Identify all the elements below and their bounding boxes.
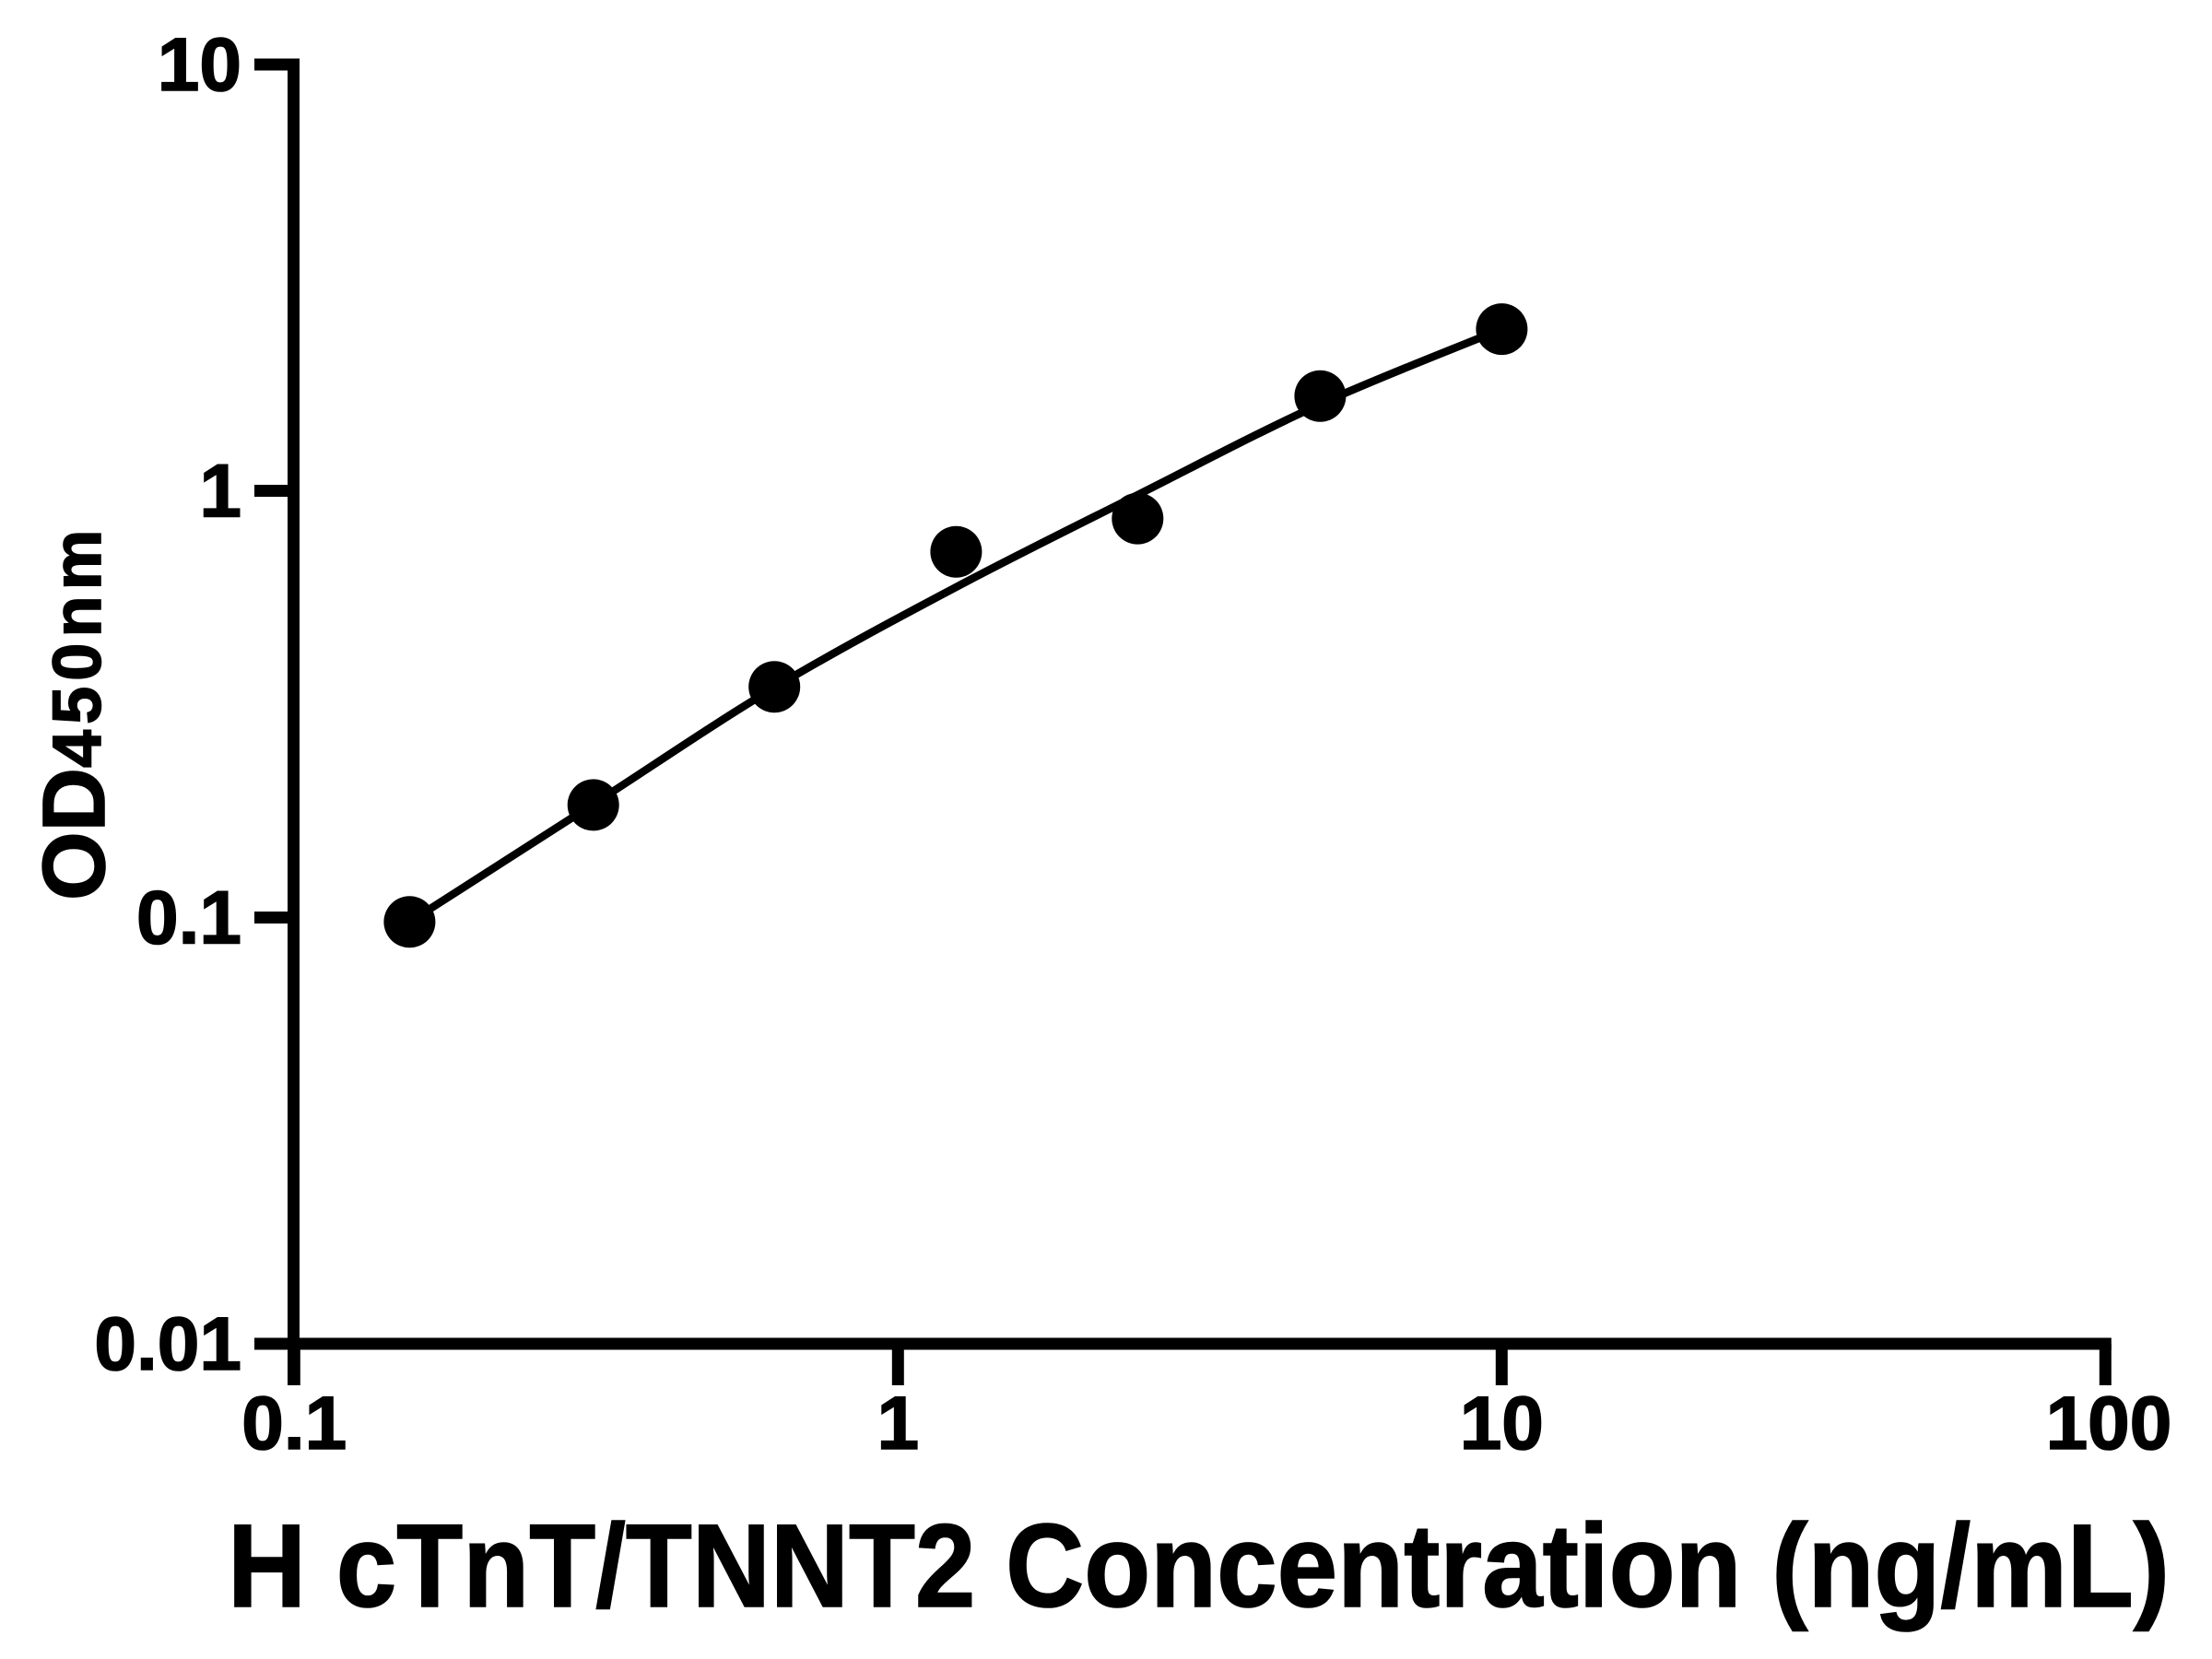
svg-text:OD450nm: OD450nm [25,524,124,900]
svg-text:1: 1 [877,1382,919,1465]
svg-text:0.1: 0.1 [136,877,241,960]
svg-text:10: 10 [1460,1382,1544,1465]
svg-text:0.1: 0.1 [241,1382,347,1465]
svg-text:10: 10 [158,23,241,107]
svg-text:0.01: 0.01 [94,1302,241,1386]
svg-text:100: 100 [2046,1382,2172,1465]
svg-text:1: 1 [199,450,241,534]
svg-text:H cTnT/TNNT2 Concentration (ng: H cTnT/TNNT2 Concentration (ng/mL) [228,1500,2170,1632]
